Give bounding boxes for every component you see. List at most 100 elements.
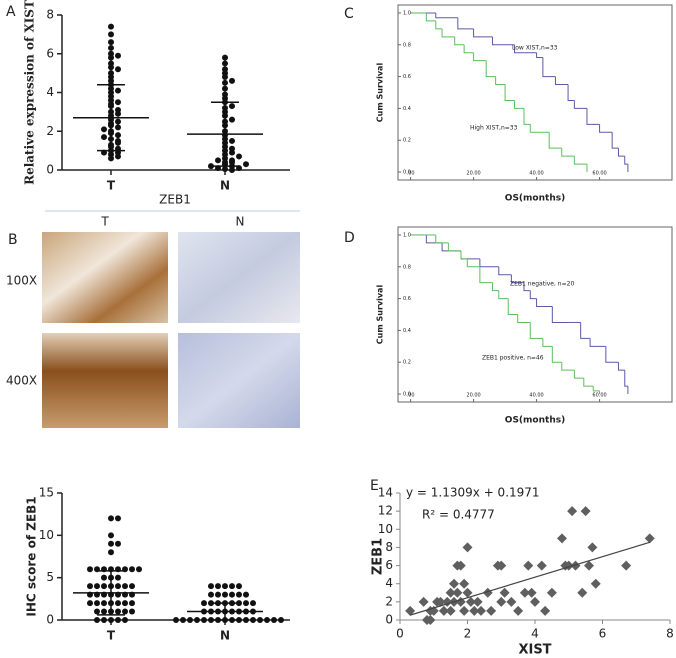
panel-label: D (344, 230, 355, 246)
data-point (108, 23, 114, 30)
data-point (264, 617, 270, 623)
survival-step (551, 306, 569, 323)
data-point (577, 587, 588, 598)
ihc-title: ZEB1 (159, 193, 191, 207)
curve-label: High XIST,n=33 (470, 125, 518, 132)
data-point (108, 549, 114, 556)
curve-label: Low XIST,n=33 (512, 45, 558, 52)
data-point (122, 600, 128, 607)
survival-step (617, 362, 625, 371)
survival-step (479, 266, 493, 284)
y-tick-label: 2 (46, 124, 54, 138)
column-label: N (236, 215, 245, 229)
survival-step (542, 338, 553, 347)
y-tick-label: 0.0 (403, 170, 411, 176)
y-axis-label: Cum Survival (376, 63, 385, 123)
data-point (129, 566, 135, 573)
data-point (435, 596, 446, 607)
data-point (115, 132, 121, 139)
data-point (115, 139, 121, 146)
data-point (115, 87, 121, 94)
data-point (452, 587, 463, 598)
data-point (229, 591, 235, 598)
data-point (236, 583, 242, 590)
y-tick-label: 0 (46, 163, 54, 177)
x-tick-label: 6 (599, 627, 607, 641)
data-point (94, 617, 100, 623)
survival-step (529, 290, 537, 300)
ihc-image (178, 333, 300, 428)
data-point (229, 103, 235, 110)
data-point (115, 124, 121, 131)
data-point (455, 560, 466, 571)
y-axis-label: Relative expression of XIST (23, 0, 37, 185)
survival-step (460, 250, 468, 260)
data-point (243, 617, 249, 623)
data-point (122, 608, 128, 615)
survival-step (573, 370, 584, 379)
survival-step (573, 156, 587, 165)
survival-step (529, 124, 550, 133)
x-tick-label: .00 (407, 393, 415, 399)
survival-step (573, 100, 587, 109)
survival-step (536, 52, 543, 58)
data-point (87, 566, 93, 573)
data-point (115, 574, 121, 581)
survival-step (542, 57, 556, 78)
survival-step (510, 274, 524, 284)
data-point (87, 600, 93, 607)
y-tick-label: 6 (385, 558, 393, 572)
survival-step (425, 12, 436, 22)
survival-step (561, 148, 575, 157)
survival-step (466, 258, 480, 268)
y-tick-label: 0.8 (403, 264, 411, 270)
y-tick-label: 4 (46, 85, 54, 99)
data-point (486, 605, 497, 616)
data-point (115, 540, 121, 547)
survival-step (611, 132, 619, 149)
plot-frame (397, 4, 673, 181)
data-point (229, 583, 235, 590)
data-point (115, 583, 121, 590)
data-point (472, 596, 483, 607)
y-tick-label: 4 (385, 576, 393, 590)
data-point (101, 600, 107, 607)
data-point (129, 608, 135, 615)
survival-step (624, 370, 628, 387)
y-axis-label: Cum Survival (376, 285, 385, 345)
curve-label: ZEB1 positive, n=46 (482, 355, 544, 362)
survival-step (551, 346, 562, 363)
data-point (115, 153, 121, 160)
data-point (201, 617, 207, 623)
data-point (129, 583, 135, 590)
y-tick-label: 15 (39, 486, 54, 500)
survival-step (491, 36, 515, 46)
y-tick-label: 10 (39, 528, 54, 542)
ihc-image (178, 232, 300, 323)
survival-step (435, 234, 449, 244)
data-point (201, 600, 207, 607)
x-tick-label: 20.00 (466, 393, 480, 399)
survival-step (507, 298, 518, 315)
survival-step (583, 378, 594, 387)
data-point (519, 587, 530, 598)
survival-step (425, 234, 443, 244)
data-point (115, 66, 121, 73)
data-point (229, 137, 235, 144)
data-point (136, 566, 142, 573)
survival-step (523, 108, 531, 125)
data-point (621, 560, 632, 571)
data-point (115, 600, 121, 607)
data-point (115, 52, 121, 59)
panel-label: A (6, 4, 16, 20)
data-point (101, 126, 107, 133)
y-axis-label: IHC score of ZEB1 (25, 496, 39, 616)
data-point (536, 560, 547, 571)
y-tick-label: 0.6 (403, 74, 411, 80)
data-point (115, 118, 121, 125)
data-point (108, 31, 114, 38)
y-tick-label: 1.0 (403, 232, 411, 238)
x-tick-label: 8 (666, 627, 674, 641)
data-point (449, 578, 459, 589)
x-tick-label: T (107, 179, 116, 193)
